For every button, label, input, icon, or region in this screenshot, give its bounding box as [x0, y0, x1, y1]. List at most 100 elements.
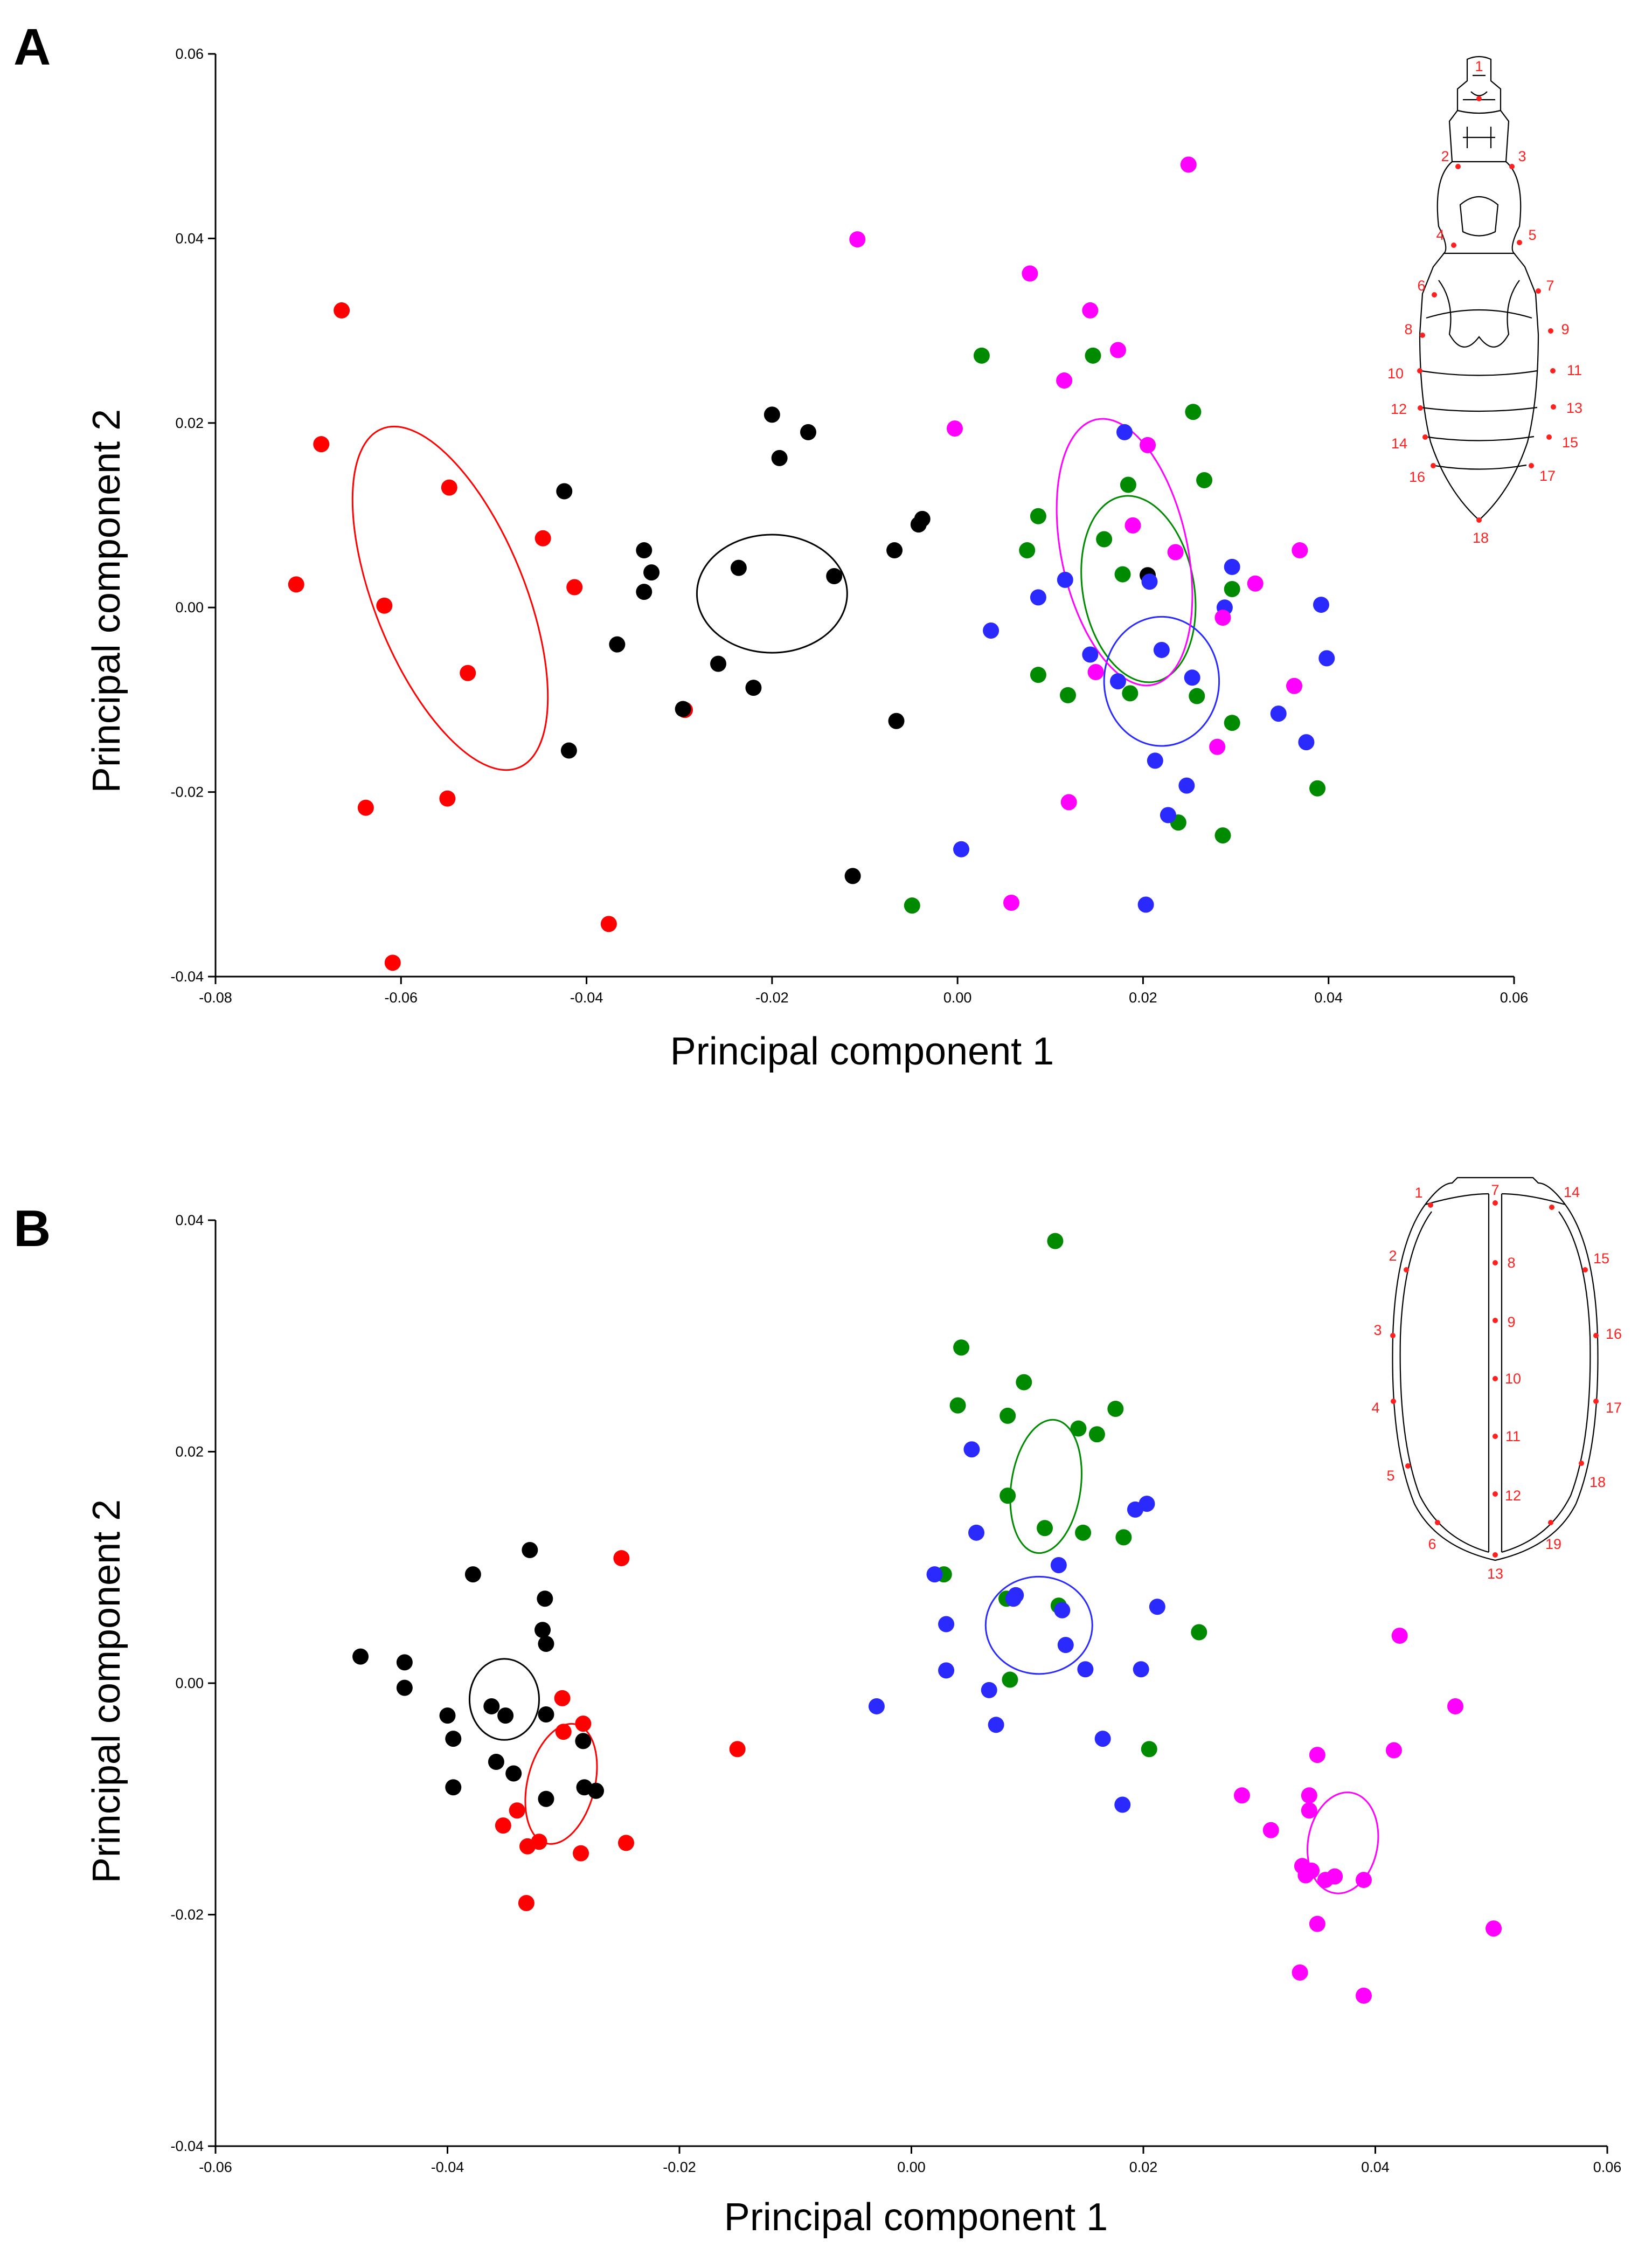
panel-b-point-black: [538, 1706, 554, 1723]
panel-a-landmark-label: 7: [1546, 278, 1554, 294]
panel-a-point-magenta: [1125, 517, 1141, 534]
panel-a-point-magenta: [1180, 156, 1197, 173]
panel-b-landmark-label: 10: [1505, 1371, 1521, 1387]
panel-a-point-blue: [983, 622, 999, 639]
panel-a-point-magenta: [1060, 794, 1077, 811]
panel-b-point-blue: [1094, 1731, 1111, 1747]
panel-a-point-green: [1185, 404, 1202, 420]
panel-a-point-red: [376, 597, 393, 614]
panel-b-point-red: [555, 1724, 572, 1740]
panel-a-point-magenta: [1286, 677, 1303, 694]
panel-a-point-magenta: [1167, 544, 1184, 561]
panel-a-landmark-label: 13: [1566, 400, 1582, 416]
panel-a-point-black: [844, 868, 861, 884]
panel-a-point-blue: [1224, 558, 1240, 575]
panel-a-tick-labels: -0.08 -0.06 -0.04 -0.02 0.00 0.02 0.04 0.06 -0.0…: [170, 46, 1528, 1006]
panel-a-point-magenta: [1003, 895, 1019, 911]
panel-a-point-red: [439, 790, 456, 807]
panel-b-landmark-label: 19: [1545, 1536, 1561, 1552]
panel-b-landmark-dot: [1435, 1520, 1440, 1525]
panel-b-landmark-label: 6: [1428, 1536, 1436, 1552]
panel-b-x-tick-label: -0.04: [431, 2159, 464, 2175]
panel-b-landmark-dot: [1404, 1267, 1409, 1272]
panel-b-ellipse-green: [1009, 1419, 1082, 1554]
panel-a-y-tick-label: 0.06: [175, 46, 204, 62]
panel-b-landmark-label: 11: [1505, 1428, 1521, 1444]
panel-b-point-magenta: [1292, 1964, 1308, 1981]
panel-a-x-tick-label: 0.04: [1314, 990, 1343, 1006]
panel-a-landmark-dot: [1509, 164, 1515, 169]
panel-b-point-green: [1141, 1741, 1157, 1758]
panel-a-landmark-dot: [1431, 463, 1436, 468]
panel-b-point-black: [505, 1765, 522, 1782]
panel-a-point-blue: [1153, 641, 1170, 658]
panel-a-point-black: [886, 542, 903, 559]
panel-a-point-green: [1096, 531, 1113, 548]
panel-b-point-black: [352, 1648, 369, 1665]
panel-b-point-magenta: [1447, 1698, 1464, 1714]
panel-b-point-green: [1107, 1401, 1124, 1417]
panel-a-point-green: [904, 897, 920, 914]
panel-a-y-tick-label: 0.02: [175, 415, 204, 431]
panel-a-point-blue: [1178, 777, 1195, 794]
panel-a-point-red: [535, 530, 551, 547]
panel-b-point-blue: [938, 1616, 955, 1633]
panel-b-landmark-label: 4: [1371, 1400, 1379, 1416]
panel-b-landmark-dot: [1493, 1552, 1498, 1558]
panel-a-point-green: [1120, 476, 1136, 493]
panel-a-x-tick-label: 0.06: [1500, 990, 1529, 1006]
panel-a-point-red: [441, 479, 457, 496]
panel-a-landmark-label: 1: [1475, 58, 1483, 74]
panel-a-point-green: [1085, 347, 1101, 364]
panel-a-point-magenta: [1214, 610, 1231, 626]
panel-a-landmark-label: 12: [1391, 401, 1407, 417]
panel-a-point-black: [556, 483, 573, 500]
panel-b-point-green: [1037, 1520, 1053, 1537]
panel-b-point-red: [573, 1845, 589, 1862]
panel-a-landmark-dot: [1418, 405, 1423, 411]
panel-b-point-blue: [1149, 1599, 1165, 1615]
panel-b-point-blue: [1114, 1796, 1131, 1813]
panel-a-landmark-dot: [1451, 243, 1456, 248]
panel-b-point-blue: [968, 1524, 985, 1541]
panel-a-point-black: [609, 636, 626, 653]
panel-a: A -0.08 -0.06 -0.04 -0.02 0.00 0.02 0.04 0.06-0…: [13, 18, 1582, 1073]
panel-a-landmark-dot: [1422, 434, 1428, 440]
panel-b-landmark-dot: [1428, 1202, 1433, 1208]
panel-b-point-black: [588, 1782, 605, 1799]
panel-b-point-magenta: [1233, 1787, 1250, 1804]
panel-b-point-red: [617, 1835, 634, 1851]
panel-a-point-magenta: [1209, 738, 1226, 755]
panel-a-point-magenta: [1140, 437, 1156, 453]
panel-a-landmark-dot: [1455, 164, 1461, 169]
panel-b-point-green: [1115, 1529, 1132, 1546]
panel-b: B -0.06 -0.04 -0.02 0.00 0.02 0.04 0.06-0.04-0…: [13, 1177, 1622, 2239]
panel-b-landmark-dot: [1493, 1318, 1498, 1323]
panel-b-landmark-dot: [1493, 1376, 1498, 1381]
panel-b-point-blue: [963, 1441, 980, 1458]
panel-b-point-red: [575, 1716, 592, 1732]
panel-b-landmark-label: 17: [1606, 1400, 1622, 1416]
panel-b-point-black: [535, 1622, 551, 1638]
panel-a-point-magenta: [1292, 542, 1308, 559]
panel-a-point-red: [334, 302, 350, 319]
panel-a-point-blue: [1030, 589, 1046, 606]
panel-a-landmark-dot: [1417, 368, 1422, 373]
panel-a-point-blue: [953, 841, 970, 857]
panel-a-point-red: [313, 436, 330, 453]
panel-a-point-black: [675, 701, 691, 717]
panel-b-point-black: [464, 1566, 481, 1583]
panel-b-point-black: [439, 1707, 456, 1724]
panel-a-point-black: [800, 424, 816, 440]
panel-a-point-magenta: [1082, 302, 1099, 319]
panel-b-point-blue: [981, 1682, 997, 1698]
panel-b-axes: [208, 1219, 1608, 2154]
panel-b-point-black: [522, 1542, 538, 1559]
panel-a-point-red: [384, 954, 401, 971]
panel-b-x-tick-label: -0.06: [199, 2159, 232, 2175]
panel-b-ellipse-magenta: [1307, 1791, 1379, 1894]
panel-a-point-green: [973, 347, 990, 364]
panel-a-point-black: [636, 542, 653, 559]
panel-a-point-green: [1224, 580, 1240, 597]
